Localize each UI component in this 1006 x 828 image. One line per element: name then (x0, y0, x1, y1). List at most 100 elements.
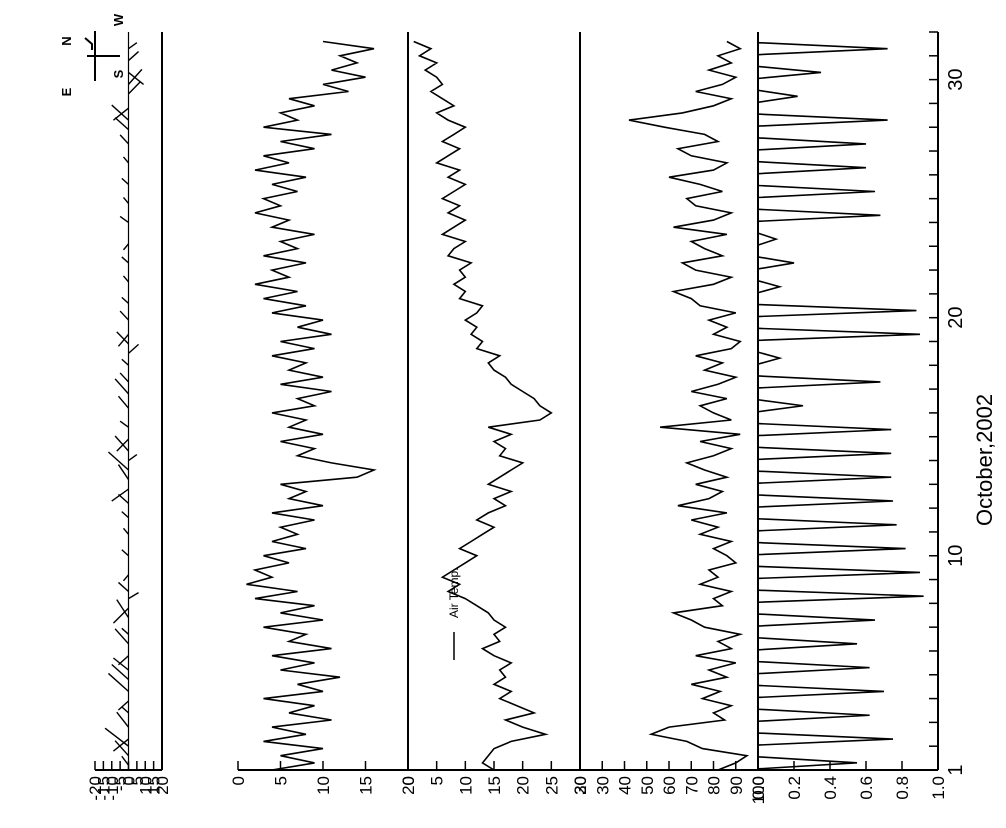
value-tick-label: 40 (616, 776, 635, 795)
spike-mark (757, 613, 876, 627)
spike-mark (757, 637, 858, 651)
compass-south-label: S (111, 69, 126, 78)
value-tick-label: 0.4 (821, 776, 840, 800)
value-tick-label: 15 (485, 776, 504, 795)
wind-vector-stick (119, 372, 130, 383)
spike-mark (757, 589, 924, 604)
wind-vector-stick (127, 68, 143, 85)
compass-west-label: W (111, 13, 126, 26)
value-tick-label: 100 (749, 776, 768, 804)
value-tick-label: -5 (111, 776, 130, 791)
spike-mark (757, 422, 892, 437)
wind-vector-stick (117, 464, 130, 480)
value-tick-label: 0 (120, 776, 139, 785)
value-tick-label: 80 (705, 776, 724, 795)
series-line (413, 40, 553, 771)
wind-vector-stick (117, 581, 129, 592)
wind-vector-stick (114, 378, 130, 395)
wind-vector-stick (107, 672, 129, 692)
panel-4: 20 30 40 50 60 70 80 90 100 (571, 32, 768, 804)
series-line (246, 40, 377, 771)
date-axis-tick-labels: 1 10 20 30 (945, 68, 967, 775)
value-tick-label: 1.0 (929, 776, 948, 800)
compass-rose: N S E W (59, 13, 126, 96)
value-tick-label: 5 (272, 776, 291, 785)
value-tick-label: 10 (136, 776, 155, 795)
wind-vector-stick (121, 358, 129, 366)
wind-vector-stick (121, 706, 129, 714)
spike-mark (757, 208, 881, 223)
wind-vector-stick (128, 591, 139, 600)
wind-vector-stick (119, 310, 130, 321)
value-tick-label: 0.2 (785, 776, 804, 800)
spike-mark (757, 708, 870, 723)
date-tick-label: 1 (945, 764, 967, 775)
value-tick-label: -20 (86, 776, 105, 801)
panel-2: 0 5 10 15 20 (229, 32, 418, 795)
wind-vector-stick (111, 664, 129, 681)
wind-vector-stick (119, 215, 129, 224)
spike-mark (757, 541, 906, 556)
wind-vector-stick (122, 275, 130, 283)
spike-mark (757, 398, 804, 413)
wind-vector-stick (116, 331, 130, 345)
date-axis-ticks (929, 31, 938, 771)
value-tick-label: 10 (314, 776, 333, 795)
date-tick-label: 30 (945, 68, 967, 90)
series-line (628, 40, 750, 771)
wind-vector-stick (128, 51, 140, 62)
compass-north-label: N (59, 36, 74, 45)
value-tick-label: 5 (428, 776, 447, 785)
wind-vector-stick (122, 196, 130, 204)
spike-mark (757, 89, 798, 104)
spike-mark (757, 256, 795, 270)
panel-3: 0 5 10 15 20 25 30 Air Temp. (399, 32, 590, 795)
x-axis-title: October,2002 (972, 394, 997, 526)
date-tick-label: 20 (945, 307, 967, 329)
wind-vector-stick (114, 117, 129, 131)
spike-mark (757, 113, 888, 127)
value-tick-label: -10 (103, 776, 122, 801)
value-tick-label: -15 (94, 776, 113, 801)
wind-vector-stick (116, 599, 130, 619)
legend-label: Air Temp. (447, 568, 461, 618)
wind-vector-stick (114, 740, 130, 757)
wind-vector-stick (121, 549, 129, 557)
wind-vector-stick (128, 71, 145, 86)
wind-vector-stick (114, 628, 130, 645)
value-tick-label: 20 (571, 776, 590, 795)
value-tick-label: 50 (638, 776, 657, 795)
wind-vector-stick (122, 243, 130, 251)
spike-mark (757, 303, 917, 318)
wind-vector-stick (119, 134, 130, 145)
value-tick-label: 20 (399, 776, 418, 795)
wind-vector-stick (112, 738, 129, 752)
wind-vector-stick (121, 755, 130, 766)
wind-vector-stick (117, 700, 129, 711)
spike-mark (757, 279, 783, 294)
wind-vector-stick (114, 435, 130, 452)
spike-mark (757, 375, 881, 389)
wind-vector-stick (127, 81, 141, 95)
spike-mark (757, 446, 892, 461)
wind-vector-stick (107, 451, 129, 471)
spike-mark (757, 184, 876, 199)
value-tick-label: 30 (571, 776, 590, 795)
spike-mark (757, 684, 885, 699)
wind-vector-stick (112, 607, 129, 624)
wind-vector-stick (112, 657, 129, 671)
spike-mark (757, 517, 897, 532)
wind-vector-stick (111, 488, 129, 502)
spike-mark (757, 565, 921, 580)
wind-vector-stick (116, 711, 130, 728)
wind-vector-stick (116, 438, 130, 452)
value-tick-label: 10 (456, 776, 475, 795)
wind-vector-stick (121, 296, 129, 304)
wind-vector-stick (121, 256, 129, 264)
spike-mark (757, 65, 822, 80)
spike-mark (757, 756, 858, 770)
spike-mark (757, 160, 867, 175)
value-tick-label: 60 (660, 776, 679, 795)
spike-mark (757, 732, 894, 746)
